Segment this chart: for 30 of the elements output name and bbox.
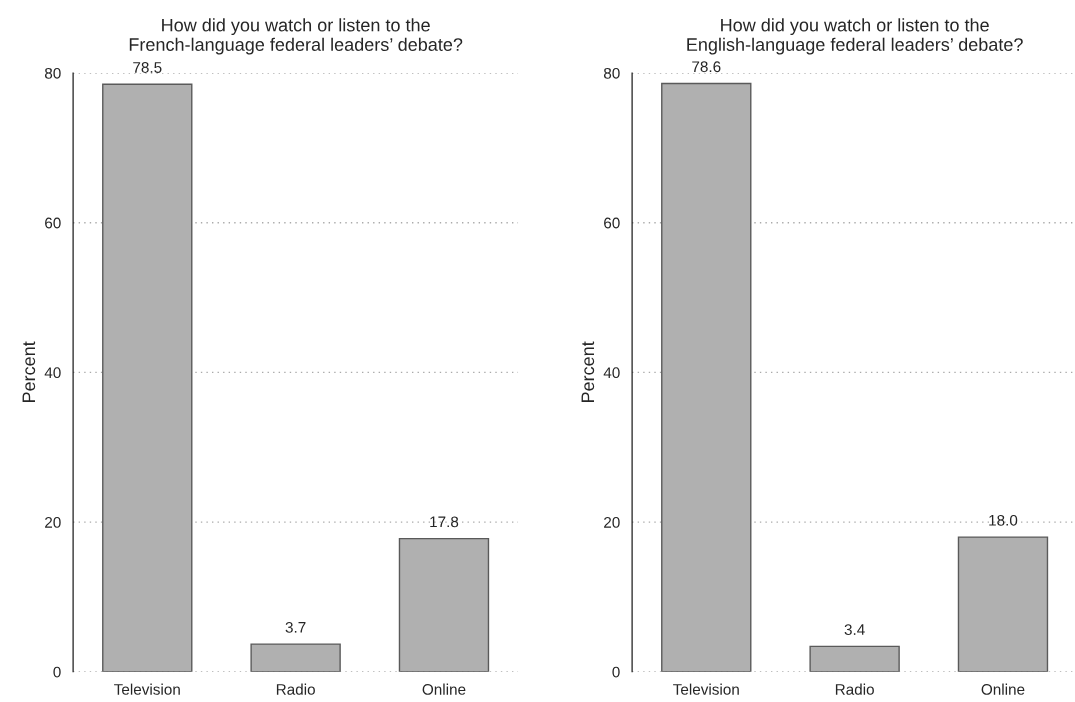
y-tick-label: 0	[612, 666, 620, 678]
bar	[809, 645, 900, 672]
y-axis-title: Percent	[581, 341, 595, 403]
bar	[398, 537, 490, 672]
chart-title: How did you watch or listen to the French-language federal leaders’ debate?	[129, 18, 463, 55]
y-tick-label: 80	[603, 67, 620, 79]
x-tick-label: Television	[673, 683, 739, 695]
x-tick-label: Radio	[276, 683, 315, 695]
y-axis-title: Percent	[22, 341, 36, 403]
data-label: 3.4	[844, 624, 865, 636]
data-label: 78.5	[133, 62, 162, 73]
y-tick-label: 20	[604, 516, 620, 528]
bar	[957, 536, 1049, 672]
y-tick-label: 40	[603, 367, 620, 379]
x-tick-label: Television	[114, 683, 180, 695]
y-tick-label: 60	[604, 217, 620, 229]
y-tick-label: 80	[44, 67, 61, 79]
y-tick-label: 0	[53, 666, 61, 678]
bar	[250, 643, 341, 672]
data-label: 78.6	[692, 61, 721, 73]
data-label: 17.8	[430, 516, 459, 528]
y-tick-label: 40	[44, 367, 61, 379]
y-tick-label: 60	[45, 217, 61, 229]
x-tick-label: Online	[422, 683, 466, 695]
data-label: 18.0	[989, 514, 1018, 526]
data-label: 3.7	[285, 621, 306, 633]
chart-title: How did you watch or listen to the English-language federal leaders’ debate?	[687, 18, 1023, 55]
x-tick-label: Online	[981, 683, 1025, 695]
x-tick-label: Radio	[835, 683, 874, 695]
y-tick-label: 20	[45, 516, 61, 528]
